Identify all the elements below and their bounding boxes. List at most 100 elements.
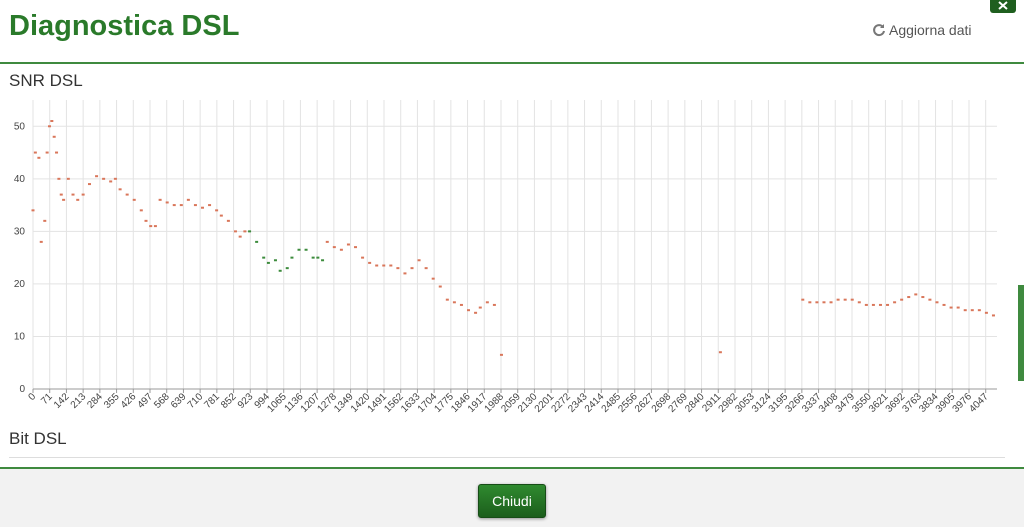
point xyxy=(361,256,365,259)
point xyxy=(452,301,456,304)
point xyxy=(382,264,386,267)
point xyxy=(76,198,80,201)
point xyxy=(935,301,939,304)
point xyxy=(219,214,223,217)
point xyxy=(843,298,847,301)
section-divider xyxy=(9,457,1005,458)
point xyxy=(62,198,66,201)
y-tick-label: 40 xyxy=(14,174,26,185)
point xyxy=(871,303,875,306)
close-button[interactable] xyxy=(990,0,1016,13)
point xyxy=(829,301,833,304)
point xyxy=(801,298,805,301)
point xyxy=(850,298,854,301)
point xyxy=(836,298,840,301)
close-icon xyxy=(998,1,1008,10)
point xyxy=(900,298,904,301)
point xyxy=(970,309,974,312)
point xyxy=(417,259,421,262)
point xyxy=(984,311,988,314)
scrollbar[interactable] xyxy=(1018,285,1024,381)
point xyxy=(956,306,960,309)
point xyxy=(95,175,99,178)
point xyxy=(893,301,897,304)
x-tick-label: 213 xyxy=(69,391,89,411)
point xyxy=(193,204,197,207)
point xyxy=(39,240,43,243)
header-divider xyxy=(0,62,1024,64)
x-tick-label: 142 xyxy=(52,391,72,411)
point xyxy=(248,230,252,233)
point xyxy=(808,301,812,304)
point xyxy=(109,180,113,183)
point xyxy=(438,285,442,288)
x-tick-label: 497 xyxy=(136,391,156,411)
refresh-label: Aggiorna dati xyxy=(889,22,972,38)
point xyxy=(273,259,277,262)
point xyxy=(321,259,325,262)
point xyxy=(403,272,407,275)
point xyxy=(266,261,270,264)
point xyxy=(332,246,336,249)
y-tick-label: 0 xyxy=(19,384,25,395)
x-tick-label: 781 xyxy=(202,391,222,411)
point xyxy=(238,235,242,238)
point xyxy=(886,303,890,306)
point xyxy=(492,303,496,306)
point xyxy=(57,177,61,180)
point xyxy=(208,204,212,207)
y-tick-label: 30 xyxy=(14,226,26,237)
point xyxy=(325,240,329,243)
x-tick-label: 355 xyxy=(102,391,122,411)
point xyxy=(243,230,247,233)
point xyxy=(410,267,414,270)
point xyxy=(55,151,59,154)
point xyxy=(215,209,219,212)
point xyxy=(179,204,183,207)
point xyxy=(52,135,56,138)
point xyxy=(368,261,372,264)
point xyxy=(37,156,41,159)
point xyxy=(478,306,482,309)
x-tick-label: 923 xyxy=(236,391,256,411)
point xyxy=(815,301,819,304)
section-title: Bit DSL xyxy=(9,429,67,448)
point xyxy=(132,198,136,201)
point xyxy=(165,201,169,204)
point xyxy=(485,301,489,304)
point xyxy=(914,293,918,296)
point xyxy=(949,306,953,309)
y-tick-label: 10 xyxy=(14,331,26,342)
point xyxy=(66,177,70,180)
close-button[interactable]: Chiudi xyxy=(478,484,546,518)
point xyxy=(149,225,153,228)
point xyxy=(186,198,190,201)
y-tick-label: 20 xyxy=(14,279,26,290)
point xyxy=(71,193,75,196)
x-tick-label: 0 xyxy=(26,391,38,403)
point xyxy=(45,151,49,154)
point xyxy=(255,240,259,243)
point xyxy=(139,209,143,212)
point xyxy=(396,267,400,270)
point xyxy=(153,225,157,228)
point xyxy=(316,256,320,259)
point xyxy=(424,267,428,270)
point xyxy=(963,309,967,312)
point xyxy=(81,193,85,196)
point xyxy=(445,298,449,301)
point xyxy=(144,219,148,222)
point xyxy=(297,248,301,251)
refresh-icon xyxy=(873,24,885,37)
point xyxy=(233,230,237,233)
point xyxy=(339,248,343,251)
point xyxy=(50,120,54,123)
x-tick-label: 284 xyxy=(85,391,105,411)
x-tick-label: 639 xyxy=(169,391,189,411)
point xyxy=(459,303,463,306)
point xyxy=(499,353,503,356)
point xyxy=(431,277,435,280)
point xyxy=(977,309,981,312)
refresh-link[interactable]: Aggiorna dati xyxy=(872,22,972,38)
